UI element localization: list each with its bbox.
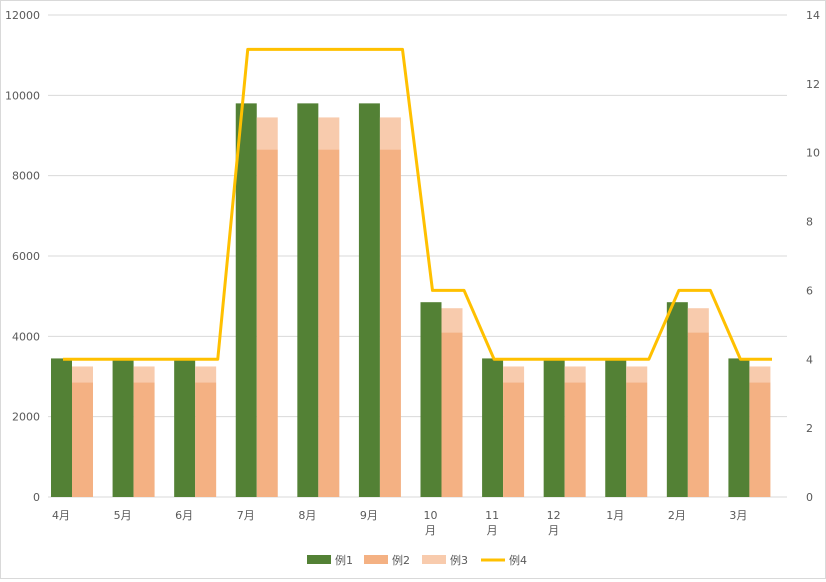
left-tick-label: 4000: [12, 330, 40, 343]
x-tick-label: 7月: [237, 509, 255, 522]
legend-label: 例1: [335, 553, 353, 567]
left-tick-label: 12000: [5, 9, 40, 22]
bar-例2: [503, 382, 525, 497]
bar-例2: [441, 332, 463, 497]
bar-例3: [564, 366, 586, 383]
line-例4: [63, 47, 772, 361]
bar-例2: [72, 382, 93, 497]
bar-例2: [195, 382, 217, 497]
bar-例1: [51, 358, 72, 497]
bar-例2: [626, 382, 648, 497]
right-tick-label: 14: [806, 9, 820, 22]
bar-例1: [482, 358, 504, 497]
x-tick-label: 1月: [606, 509, 624, 522]
line-series: [63, 47, 772, 361]
bar-例3: [749, 366, 771, 383]
left-axis: 0 2000 4000 6000 8000 10000 12000: [5, 9, 40, 504]
x-tick-label: 3月: [729, 509, 747, 522]
bar-例1: [297, 103, 319, 497]
bar-例1: [174, 358, 196, 497]
right-tick-label: 0: [806, 491, 813, 504]
legend: 例1 例2 例3 例4: [307, 553, 527, 567]
bar-例1: [112, 358, 134, 497]
bar-例3: [626, 366, 648, 383]
bar-例3: [687, 308, 709, 333]
x-axis: 4月 5月 6月 7月 8月 9月 10 月 11 月 12 月 1月 2月 3月: [52, 509, 747, 537]
bar-例1: [543, 358, 565, 497]
left-tick-label: 10000: [5, 89, 40, 102]
bar-例2: [133, 382, 155, 497]
right-tick-label: 2: [806, 422, 813, 435]
right-tick-label: 4: [806, 353, 813, 366]
x-tick-label: 10 月: [424, 509, 438, 537]
legend-label: 例3: [450, 553, 468, 567]
bar-例3: [318, 117, 340, 150]
legend-swatch: [422, 555, 446, 564]
bars: [51, 103, 771, 497]
bar-例3: [441, 308, 463, 333]
right-tick-label: 6: [806, 284, 813, 297]
x-tick-label: 6月: [175, 509, 193, 522]
bar-例3: [503, 366, 525, 383]
bar-例3: [195, 366, 217, 383]
right-tick-label: 12: [806, 78, 820, 91]
legend-swatch: [364, 555, 388, 564]
bar-例2: [379, 149, 401, 497]
bar-例3: [379, 117, 401, 150]
bar-例2: [687, 332, 709, 497]
right-axis: 0 2 4 6 8 10 12 14: [806, 9, 820, 504]
right-tick-label: 10: [806, 147, 820, 160]
left-tick-label: 0: [33, 491, 40, 504]
x-tick-label: 4月: [52, 509, 70, 522]
bar-例1: [728, 358, 750, 497]
legend-swatch: [307, 555, 331, 564]
legend-label: 例4: [509, 553, 527, 567]
bar-例3: [133, 366, 155, 383]
x-tick-label: 2月: [668, 509, 686, 522]
bar-例1: [666, 302, 688, 497]
right-tick-label: 8: [806, 216, 813, 229]
legend-label: 例2: [392, 553, 410, 567]
bar-例1: [420, 302, 442, 497]
left-tick-label: 2000: [12, 411, 40, 424]
bar-例2: [256, 149, 278, 497]
bar-例1: [358, 103, 380, 497]
x-tick-label: 9月: [360, 509, 378, 522]
x-tick-label: 12 月: [547, 509, 561, 537]
x-tick-label: 5月: [114, 509, 132, 522]
x-tick-label: 11 月: [485, 509, 499, 537]
left-tick-label: 8000: [12, 170, 40, 183]
bar-例1: [235, 103, 257, 497]
x-tick-label: 8月: [298, 509, 316, 522]
bar-例2: [749, 382, 771, 497]
bar-例3: [72, 366, 93, 383]
left-tick-label: 6000: [12, 250, 40, 263]
bar-例2: [318, 149, 340, 497]
bar-例2: [564, 382, 586, 497]
bar-例3: [256, 117, 278, 150]
bar-例1: [605, 358, 627, 497]
